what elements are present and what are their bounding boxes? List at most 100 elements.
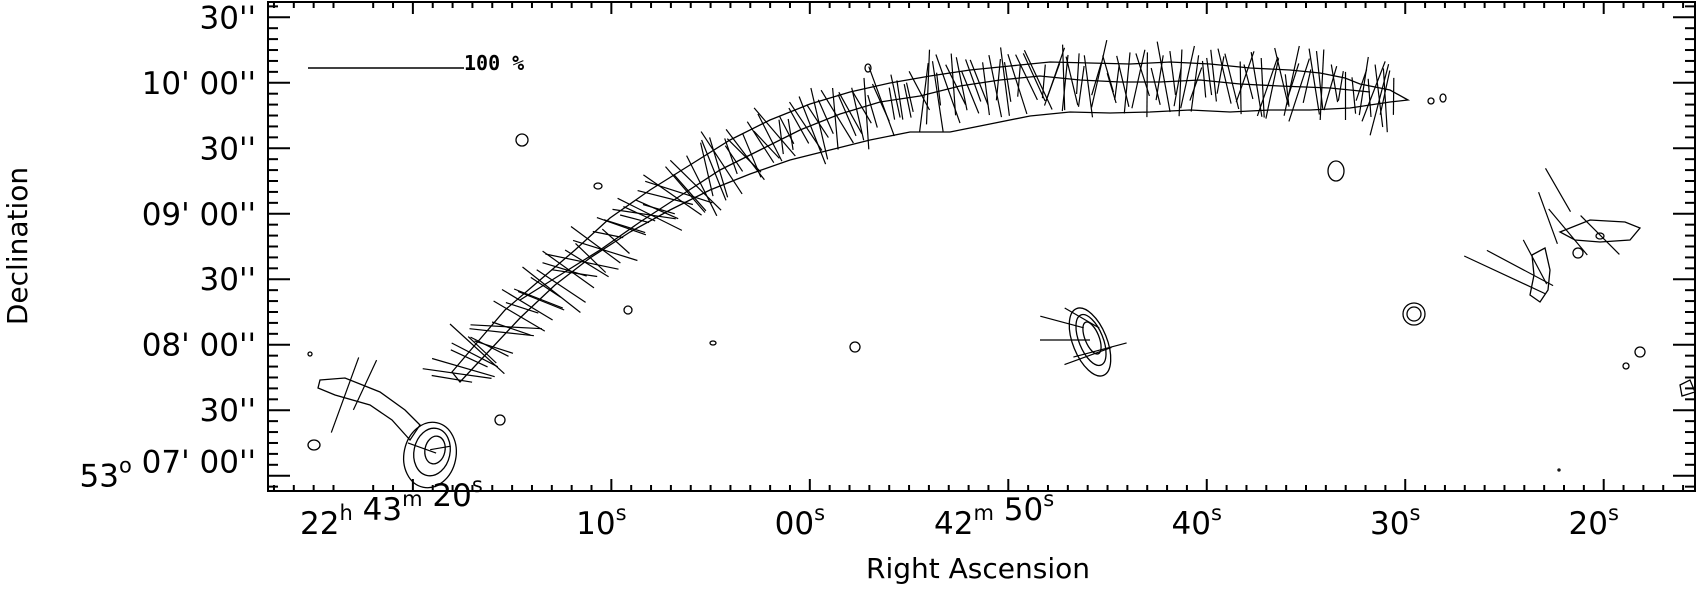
relic-vector [1155, 55, 1164, 101]
contour-source-b-inner [424, 435, 446, 465]
relic-vector [1114, 64, 1120, 100]
relic-vector [988, 54, 1003, 118]
x-tick-label: 40s [1172, 501, 1222, 542]
source-b-vector [330, 357, 360, 433]
relic-vector [1116, 55, 1130, 107]
relic-vector [1287, 63, 1300, 98]
relic-vector [1065, 56, 1079, 106]
relic-vector [1217, 48, 1232, 104]
y-tick-label: 10' 00'' [142, 66, 256, 102]
relic-vector [1091, 39, 1108, 108]
relic-vector [778, 119, 784, 155]
relic-vector [1224, 53, 1240, 110]
east-vector [1544, 168, 1572, 212]
relic-vector [1323, 66, 1338, 111]
contour-ring-inner [1406, 306, 1422, 322]
relic-vector [1337, 71, 1344, 101]
contour-small-5 [849, 341, 861, 353]
scale-bar: 100 % [308, 51, 524, 75]
relic-vector [635, 199, 679, 220]
relic-vector [960, 70, 980, 114]
contour-small-2 [494, 414, 506, 426]
relic-vector [451, 342, 499, 368]
x-tick-label: 30s [1370, 501, 1420, 542]
relic-vector [1369, 64, 1390, 136]
east-vector [1580, 215, 1620, 255]
polarization-vectors [330, 39, 1620, 454]
contour-ring-outer [1402, 302, 1426, 326]
contour-clump-east-b [1529, 247, 1551, 303]
relic-vector [669, 159, 722, 211]
source-b-vector [407, 442, 437, 454]
relic-vector [919, 63, 929, 132]
relic-vector [1123, 52, 1131, 114]
relic-vector [1302, 69, 1312, 104]
contour-small-13 [307, 351, 313, 357]
relic-vector [1351, 77, 1357, 114]
east-vector [1548, 208, 1588, 256]
relic-vector [1355, 69, 1368, 101]
contour-small-9 [1622, 362, 1630, 370]
relic-vector [931, 61, 944, 132]
relic-vector [753, 107, 796, 157]
relic-vector [1091, 62, 1102, 96]
relic-vector [686, 155, 718, 217]
relic-vector [551, 269, 598, 278]
relic-vector [645, 180, 713, 204]
relic-vector [545, 253, 619, 270]
relic-vector [1374, 64, 1384, 128]
relic-vector [757, 113, 783, 162]
relic-vector [851, 87, 865, 141]
relic-vector [536, 269, 586, 303]
relic-vector [925, 49, 931, 125]
contour-small-10 [1427, 97, 1435, 105]
relic-vector [868, 66, 895, 137]
relic-vector [1169, 51, 1177, 95]
source-a-vector [1073, 342, 1127, 358]
relic-vector [1083, 55, 1094, 118]
relic-vector [513, 288, 564, 309]
relic-vector [517, 290, 565, 311]
relic-vector [1361, 61, 1386, 122]
contour-small-11 [1439, 93, 1447, 103]
relic-vector [1201, 60, 1207, 98]
relic-vector [501, 288, 553, 321]
relic-vector [741, 132, 762, 178]
relic-vector [469, 328, 534, 337]
relic-vector [665, 166, 706, 213]
relic-vector [863, 77, 870, 150]
contour-source-b-mid [413, 427, 451, 477]
relic-vector [1256, 56, 1279, 117]
y-axis-title: Declination [1, 167, 34, 325]
relic-vector [673, 173, 707, 212]
contour-source-a-mid [1075, 313, 1107, 367]
relic-vector [522, 266, 581, 313]
relic-vector [1216, 56, 1225, 94]
x-tick-label: 10s [576, 501, 626, 542]
y-tick-label: 30'' [200, 131, 257, 167]
relic-vector [888, 87, 896, 120]
relic-vector [493, 300, 546, 332]
contour-lines [307, 61, 1696, 489]
contour-source-a-inner [1082, 321, 1102, 355]
relic-vector [724, 138, 738, 175]
relic-vector [642, 203, 675, 215]
relic-vector [1210, 49, 1217, 102]
relic-vector [832, 87, 839, 150]
x-tick-label: 42m 50s [934, 487, 1054, 542]
contour-small-14 [864, 63, 872, 73]
relic-vector [867, 94, 878, 128]
relic-vector [1330, 64, 1339, 103]
relic-vector [788, 107, 810, 144]
relic-vector [701, 139, 727, 201]
contour-source-b-outer [403, 421, 457, 489]
relic-vector [936, 72, 942, 106]
relic-vector [1043, 47, 1066, 106]
contour-small-4 [709, 340, 717, 346]
relic-vector [838, 91, 863, 134]
relic-vector [724, 145, 744, 172]
relic-vector [619, 214, 650, 224]
relic-vector [787, 118, 794, 150]
x-tick-labels: 22h 43m 20s 10s 00s 42m 50s 40s 30s 20s [300, 473, 1619, 542]
relic-vector [1131, 49, 1146, 109]
